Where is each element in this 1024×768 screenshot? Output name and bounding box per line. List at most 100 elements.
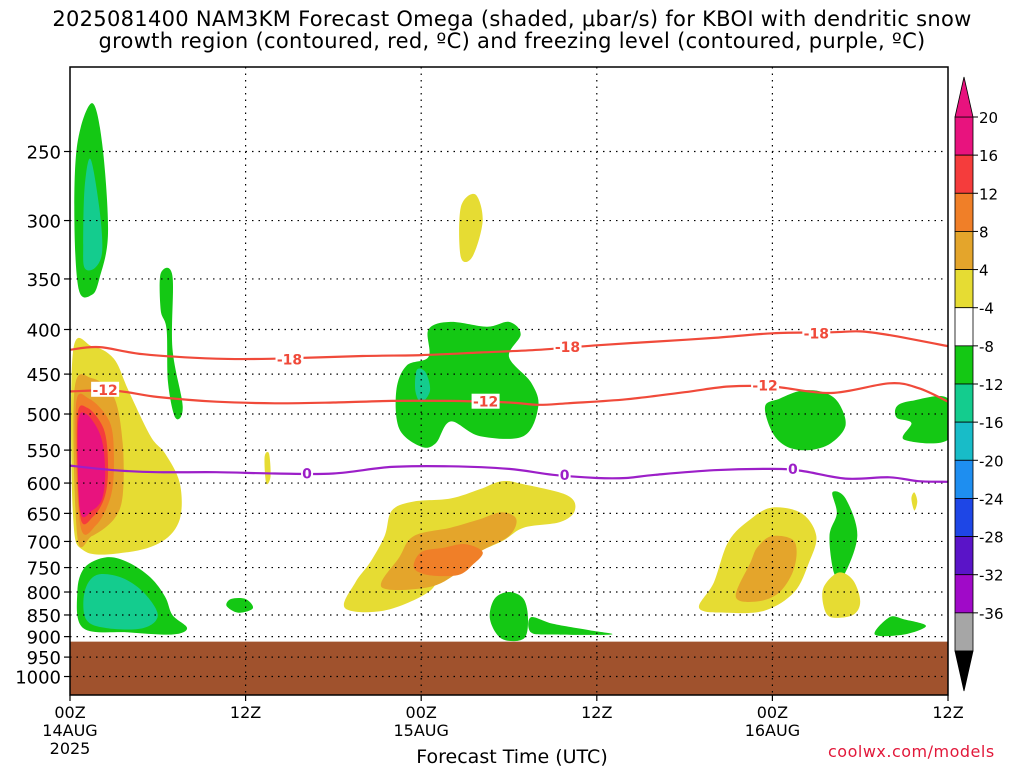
x-tick-label: 12Z [230, 703, 261, 722]
chart-title-line-1: 2025081400 NAM3KM Forecast Omega (shaded… [52, 7, 972, 31]
y-tick-label: 750 [27, 559, 61, 580]
omega-shading [70, 103, 948, 642]
colorbar-bottom-arrow [954, 650, 974, 692]
colorbar-bin [954, 459, 974, 499]
x-tick-label: 00Z [54, 703, 85, 722]
y-tick-label: 950 [27, 648, 61, 669]
y-tick-label: 250 [27, 143, 61, 164]
omega-region [459, 193, 483, 263]
omega-region [528, 616, 613, 635]
contour-label-bg [786, 460, 799, 476]
contour-line [69, 382, 949, 406]
x-tick-year: 2025 [50, 739, 91, 758]
contour-label-bg [275, 351, 304, 367]
y-tick-label: 700 [27, 532, 61, 553]
plot-frame [69, 66, 949, 696]
omega-region [911, 492, 918, 511]
omega-region [413, 544, 483, 577]
y-tick-label: 300 [27, 212, 61, 233]
omega-region [489, 592, 528, 642]
y-tick-label: 900 [27, 628, 61, 649]
omega-region [395, 321, 539, 448]
colorbar-tick-label: -20 [979, 452, 1004, 470]
contour-label-bg [802, 325, 831, 341]
contour-label: -18 [804, 326, 829, 342]
contour-label: 0 [788, 462, 798, 478]
omega-region [874, 616, 926, 637]
colorbar-tick-label: -32 [979, 567, 1004, 585]
omega-region [829, 491, 858, 581]
colorbar-tick-label: -8 [979, 338, 994, 356]
x-tick-label: 00Z [406, 703, 437, 722]
contour-label: 0 [560, 468, 570, 484]
x-tick-label: 00Z [757, 703, 788, 722]
axis-ticks: 2503003504004505005506006507007508008509… [15, 143, 964, 758]
contour-label-bg [301, 465, 314, 481]
contour-label-bg [471, 393, 500, 409]
x-tick-date: 14AUG [42, 721, 97, 740]
colorbar-bin [954, 345, 974, 385]
colorbar-bin [954, 574, 974, 614]
x-tick-label: 12Z [581, 703, 612, 722]
colorbar-tick-label: 16 [979, 147, 998, 165]
x-tick-label: 12Z [932, 703, 963, 722]
y-tick-label: 800 [27, 583, 61, 604]
omega-region [764, 390, 846, 451]
omega-region [735, 535, 797, 602]
y-tick-label: 850 [27, 606, 61, 627]
omega-region [83, 574, 158, 630]
colorbar-bin [954, 383, 974, 423]
y-tick-label: 500 [27, 405, 61, 426]
y-tick-label: 1000 [15, 668, 61, 689]
grid-lines [70, 67, 948, 695]
contour-label-bg [553, 339, 582, 355]
y-tick-label: 600 [27, 474, 61, 495]
site-credit[interactable]: coolwx.com/models [828, 742, 995, 761]
contour-label-bg [558, 466, 571, 482]
y-tick-label: 450 [27, 365, 61, 386]
omega-region [894, 396, 948, 444]
x-tick-date: 16AUG [745, 721, 800, 740]
contour-label-bg [751, 377, 780, 393]
y-tick-label: 650 [27, 504, 61, 525]
omega-region [822, 572, 861, 618]
y-tick-label: 400 [27, 321, 61, 342]
colorbar-bin [954, 116, 974, 156]
colorbar-top-arrow [954, 76, 974, 118]
omega-region [264, 451, 271, 485]
ground-fill [70, 641, 948, 695]
omega-region [77, 412, 106, 518]
contour-label: -12 [752, 379, 777, 395]
contour-line [69, 330, 949, 361]
colorbar-tick-label: -24 [979, 490, 1004, 508]
omega-region [83, 158, 103, 271]
x-tick-date: 15AUG [393, 721, 448, 740]
contour-label: -12 [92, 383, 117, 399]
colorbar-bin [954, 498, 974, 537]
omega-region [414, 368, 431, 403]
colorbar-bin [954, 154, 974, 194]
colorbar-tick-label: 4 [979, 262, 989, 280]
colorbar-bin [954, 421, 974, 461]
chart-title-line-2: growth region (contoured, red, ºC) and f… [98, 29, 926, 53]
y-tick-label: 550 [27, 441, 61, 462]
colorbar-bin [954, 612, 974, 652]
omega-region [226, 598, 254, 613]
contour-line [69, 464, 949, 483]
colorbar-tick-label: 20 [979, 109, 998, 127]
colorbar-tick-label: 8 [979, 223, 989, 241]
contour-label: 0 [302, 466, 312, 482]
omega-colorbar: 20 16 12 8 4 -4 -8 -12 -16 -20 -24 -28 -32 -36 [954, 76, 1004, 692]
colorbar-bin [954, 307, 974, 347]
colorbar-bin [954, 231, 974, 270]
colorbar-bin [954, 192, 974, 232]
ground-layer [70, 641, 948, 695]
colorbar-tick-label: -28 [979, 529, 1004, 547]
contour-label: -12 [473, 395, 498, 411]
colorbar-tick-label: -16 [979, 414, 1004, 432]
temperature-contours: -18 -18 -18 -12 -12 -12 0 0 0 [69, 325, 949, 484]
colorbar-tick-label: -4 [979, 300, 994, 318]
y-tick-label: 350 [27, 270, 61, 291]
colorbar-tick-label: 12 [979, 185, 998, 203]
